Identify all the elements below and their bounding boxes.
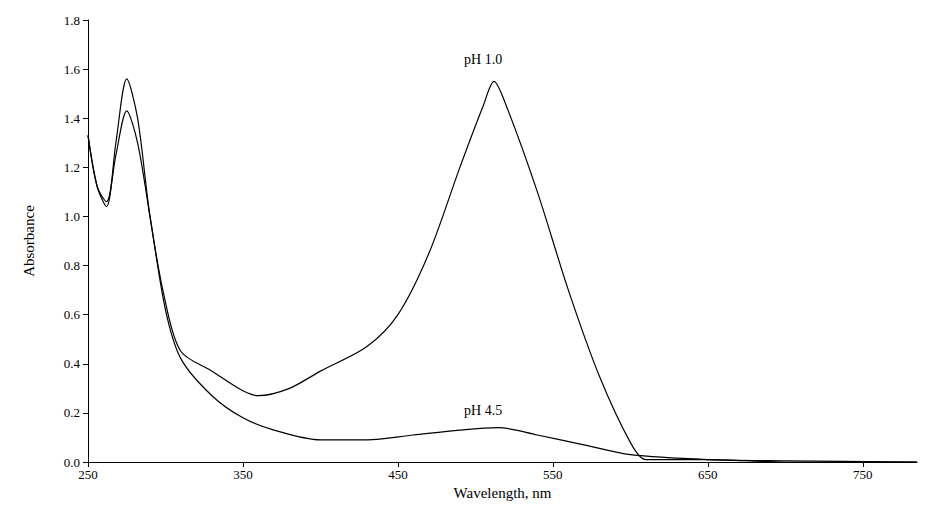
svg-text:250: 250 — [78, 467, 98, 482]
svg-text:750: 750 — [853, 467, 873, 482]
svg-text:1.0: 1.0 — [64, 209, 80, 224]
svg-text:Absorbance: Absorbance — [21, 205, 37, 277]
svg-text:0.0: 0.0 — [63, 454, 80, 470]
svg-text:1.2: 1.2 — [64, 160, 80, 175]
svg-text:650: 650 — [698, 467, 718, 482]
svg-text:Wavelength, nm: Wavelength, nm — [454, 485, 552, 501]
svg-text:pH 4.5: pH 4.5 — [464, 403, 502, 418]
svg-text:0.4: 0.4 — [64, 356, 81, 371]
svg-text:1.6: 1.6 — [64, 62, 81, 77]
svg-text:1.4: 1.4 — [64, 111, 81, 126]
svg-text:1.8: 1.8 — [64, 13, 80, 28]
svg-text:550: 550 — [543, 467, 563, 482]
svg-text:350: 350 — [233, 467, 253, 482]
svg-text:0.2: 0.2 — [64, 405, 80, 420]
svg-text:450: 450 — [388, 467, 408, 482]
svg-text:pH 1.0: pH 1.0 — [464, 52, 502, 67]
svg-text:0.8: 0.8 — [64, 258, 80, 273]
svg-text:0.6: 0.6 — [64, 307, 81, 322]
